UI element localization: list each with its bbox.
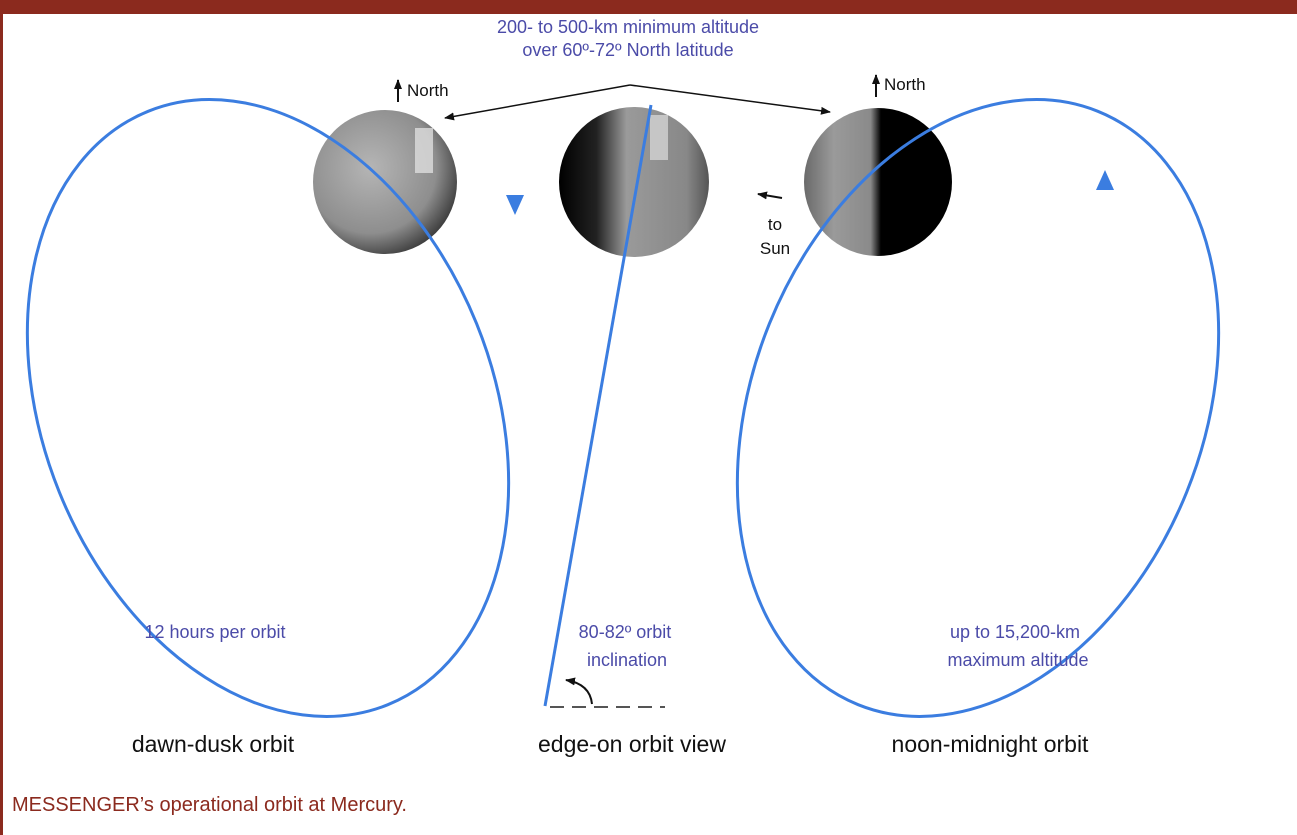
mercury [804, 108, 952, 256]
sun-label: Sun [760, 239, 790, 258]
annotation: over 60º-72º North latitude [522, 40, 733, 60]
caption: MESSENGER’s operational orbit at Mercury… [12, 794, 407, 816]
left-border [0, 0, 3, 835]
panel-label: dawn-dusk orbit [132, 731, 295, 757]
highlight [415, 128, 433, 173]
annotation: 200- to 500-km minimum altitude [497, 17, 759, 37]
pointer [444, 84, 631, 121]
panel-label: noon-midnight orbit [892, 731, 1090, 757]
pointer [629, 84, 831, 115]
north-label: North [407, 81, 449, 100]
orbit-arrow [506, 195, 524, 215]
annotation: 12 hours per orbit [144, 622, 285, 642]
highlight [650, 115, 668, 160]
orbit-arrow [1096, 170, 1114, 190]
mercury [559, 107, 709, 257]
annotation: 80-82º orbit [579, 622, 672, 642]
north-label: North [884, 75, 926, 94]
inclination-arrow [565, 677, 593, 705]
annotation: maximum altitude [947, 650, 1088, 670]
panel-label: edge-on orbit view [538, 731, 726, 757]
edge-on-orbit [543, 104, 653, 707]
orbit [25, 98, 511, 718]
orbit [735, 98, 1221, 718]
annotation: up to 15,200-km [950, 622, 1080, 642]
sun-arrow [757, 191, 783, 200]
top-bar [0, 0, 1297, 14]
sun-label: to [768, 215, 782, 234]
annotation: inclination [587, 650, 667, 670]
